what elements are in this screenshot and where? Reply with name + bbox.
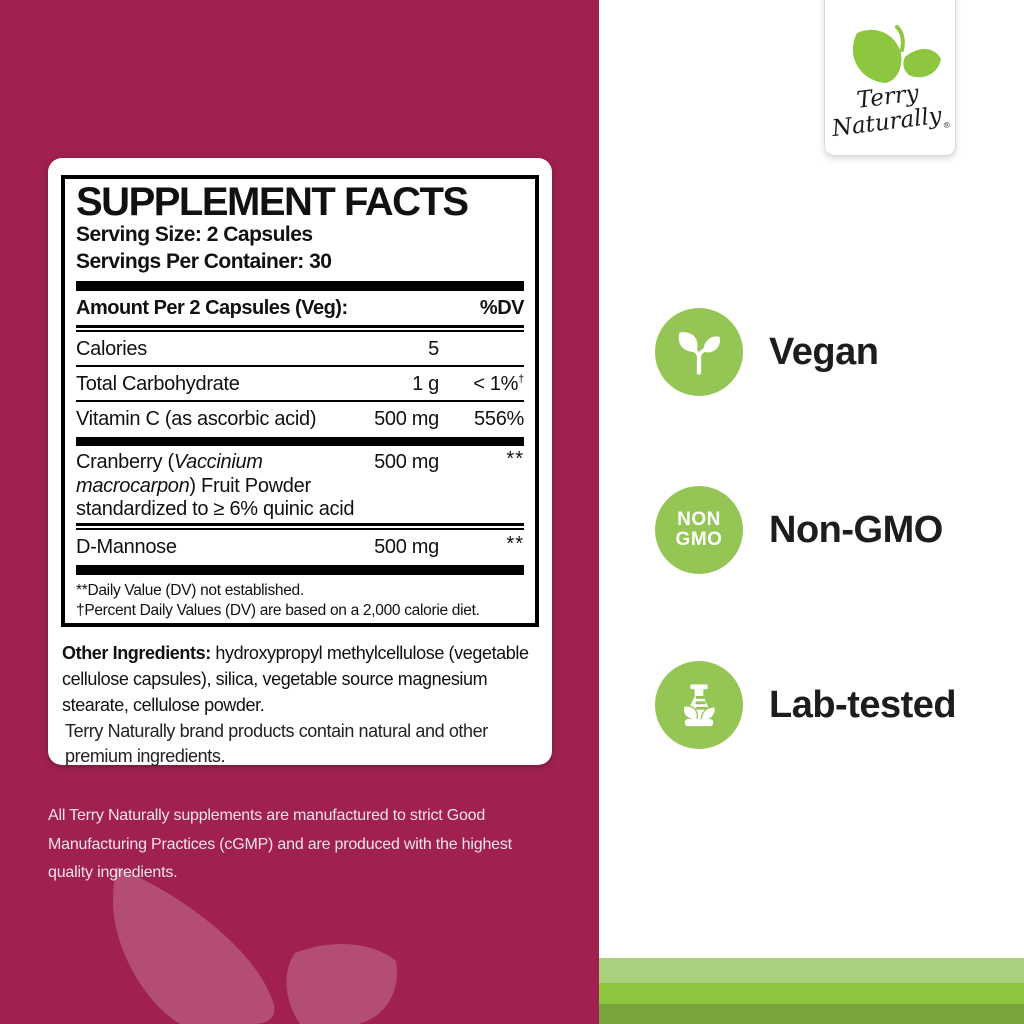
row-name: Vitamin C (as ascorbic acid): [76, 408, 317, 430]
supplement-facts-box: SUPPLEMENT FACTS Serving Size: 2 Capsule…: [61, 175, 539, 627]
row-name: Calories: [76, 338, 147, 360]
row-amount: 500 mg: [374, 536, 439, 558]
divider-rule-double: [76, 325, 524, 332]
non-gmo-circle: NON GMO: [655, 486, 743, 574]
servings-per-container: Servings Per Container: 30: [76, 250, 332, 273]
table-row-cranberry: Cranberry (Vaccinium macrocarpon) Fruit …: [76, 446, 524, 523]
other-ingredients: Other Ingredients: hydroxypropyl methylc…: [62, 643, 529, 715]
sprout-icon: [678, 332, 720, 375]
leaf-watermark-decoration: [113, 867, 397, 1024]
badge-non-gmo: NON GMO Non-GMO: [655, 486, 943, 574]
row-amount: 500 mg: [374, 451, 439, 473]
footnotes: **Daily Value (DV) not established. †Per…: [76, 581, 524, 620]
terry-naturally-logo: Terry Naturally®: [824, 0, 956, 156]
footnote-dv: **Daily Value (DV) not established.: [76, 582, 304, 599]
row-amount: 500 mg: [374, 408, 439, 430]
row-amount: 1 g: [412, 373, 439, 395]
divider-bar-thick: [76, 281, 524, 291]
column-header-row: Amount Per 2 Capsules (Veg): %DV: [76, 291, 525, 325]
badge-lab-tested: Lab-tested: [655, 661, 957, 749]
footnote-percent-dv: †Percent Daily Values (DV) are based on …: [76, 601, 480, 619]
brand-ingredients-note: Terry Naturally brand products contain n…: [65, 721, 488, 766]
lab-flask-icon: [682, 684, 717, 727]
divider-bar-mid: [76, 437, 524, 446]
serving-size: Serving Size: 2 Capsules: [76, 223, 313, 246]
supplement-facts-card: SUPPLEMENT FACTS Serving Size: 2 Capsule…: [48, 158, 552, 766]
badge-label: Non-GMO: [769, 508, 943, 551]
row-amount: 5: [428, 338, 439, 360]
row-name: Cranberry (Vaccinium macrocarpon) Fruit …: [76, 451, 355, 520]
cgmp-note: All Terry Naturally supplements are manu…: [48, 807, 512, 881]
lab-tested-circle: [655, 661, 743, 749]
vegan-circle: [655, 308, 743, 396]
amount-header: Amount Per 2 Capsules (Veg):: [76, 297, 348, 319]
non-gmo-circle-text: NON GMO: [675, 509, 723, 550]
registered-mark: ®: [942, 120, 952, 131]
bottom-stripe-dark-green: [599, 1004, 1024, 1024]
table-row-carbohydrate: Total Carbohydrate 1 g < 1%†: [76, 367, 524, 402]
badge-vegan: Vegan: [655, 308, 879, 396]
bottom-stripe-mid-green: [599, 983, 1024, 1004]
table-row-d-mannose: D-Mannose 500 mg **: [76, 530, 524, 565]
row-name: Total Carbohydrate: [76, 373, 240, 395]
badge-label: Vegan: [769, 330, 879, 373]
row-dv: < 1%†: [473, 373, 524, 395]
badge-label: Lab-tested: [769, 683, 957, 726]
row-dv: 556%: [474, 408, 524, 430]
table-row-calories: Calories 5: [76, 332, 524, 367]
table-row-vitamin-c: Vitamin C (as ascorbic acid) 500 mg 556%: [76, 402, 524, 437]
bottom-stripe-light-green: [599, 958, 1024, 983]
dv-header: %DV: [479, 297, 525, 319]
right-white-panel: Terry Naturally® Vegan NON: [599, 0, 1024, 1024]
logo-leaves-icon: [852, 25, 941, 83]
row-dv: **: [506, 448, 524, 470]
divider-bar-thick: [76, 565, 524, 575]
left-maroon-panel: SUPPLEMENT FACTS Serving Size: 2 Capsule…: [0, 0, 599, 1024]
row-dv: **: [506, 533, 524, 555]
dagger-footnote-mark: †: [518, 373, 524, 386]
other-ingredients-label: Other Ingredients:: [62, 643, 211, 663]
row-name: D-Mannose: [76, 536, 177, 558]
supplement-facts-title: SUPPLEMENT FACTS: [76, 180, 469, 224]
divider-rule-double: [76, 523, 524, 530]
